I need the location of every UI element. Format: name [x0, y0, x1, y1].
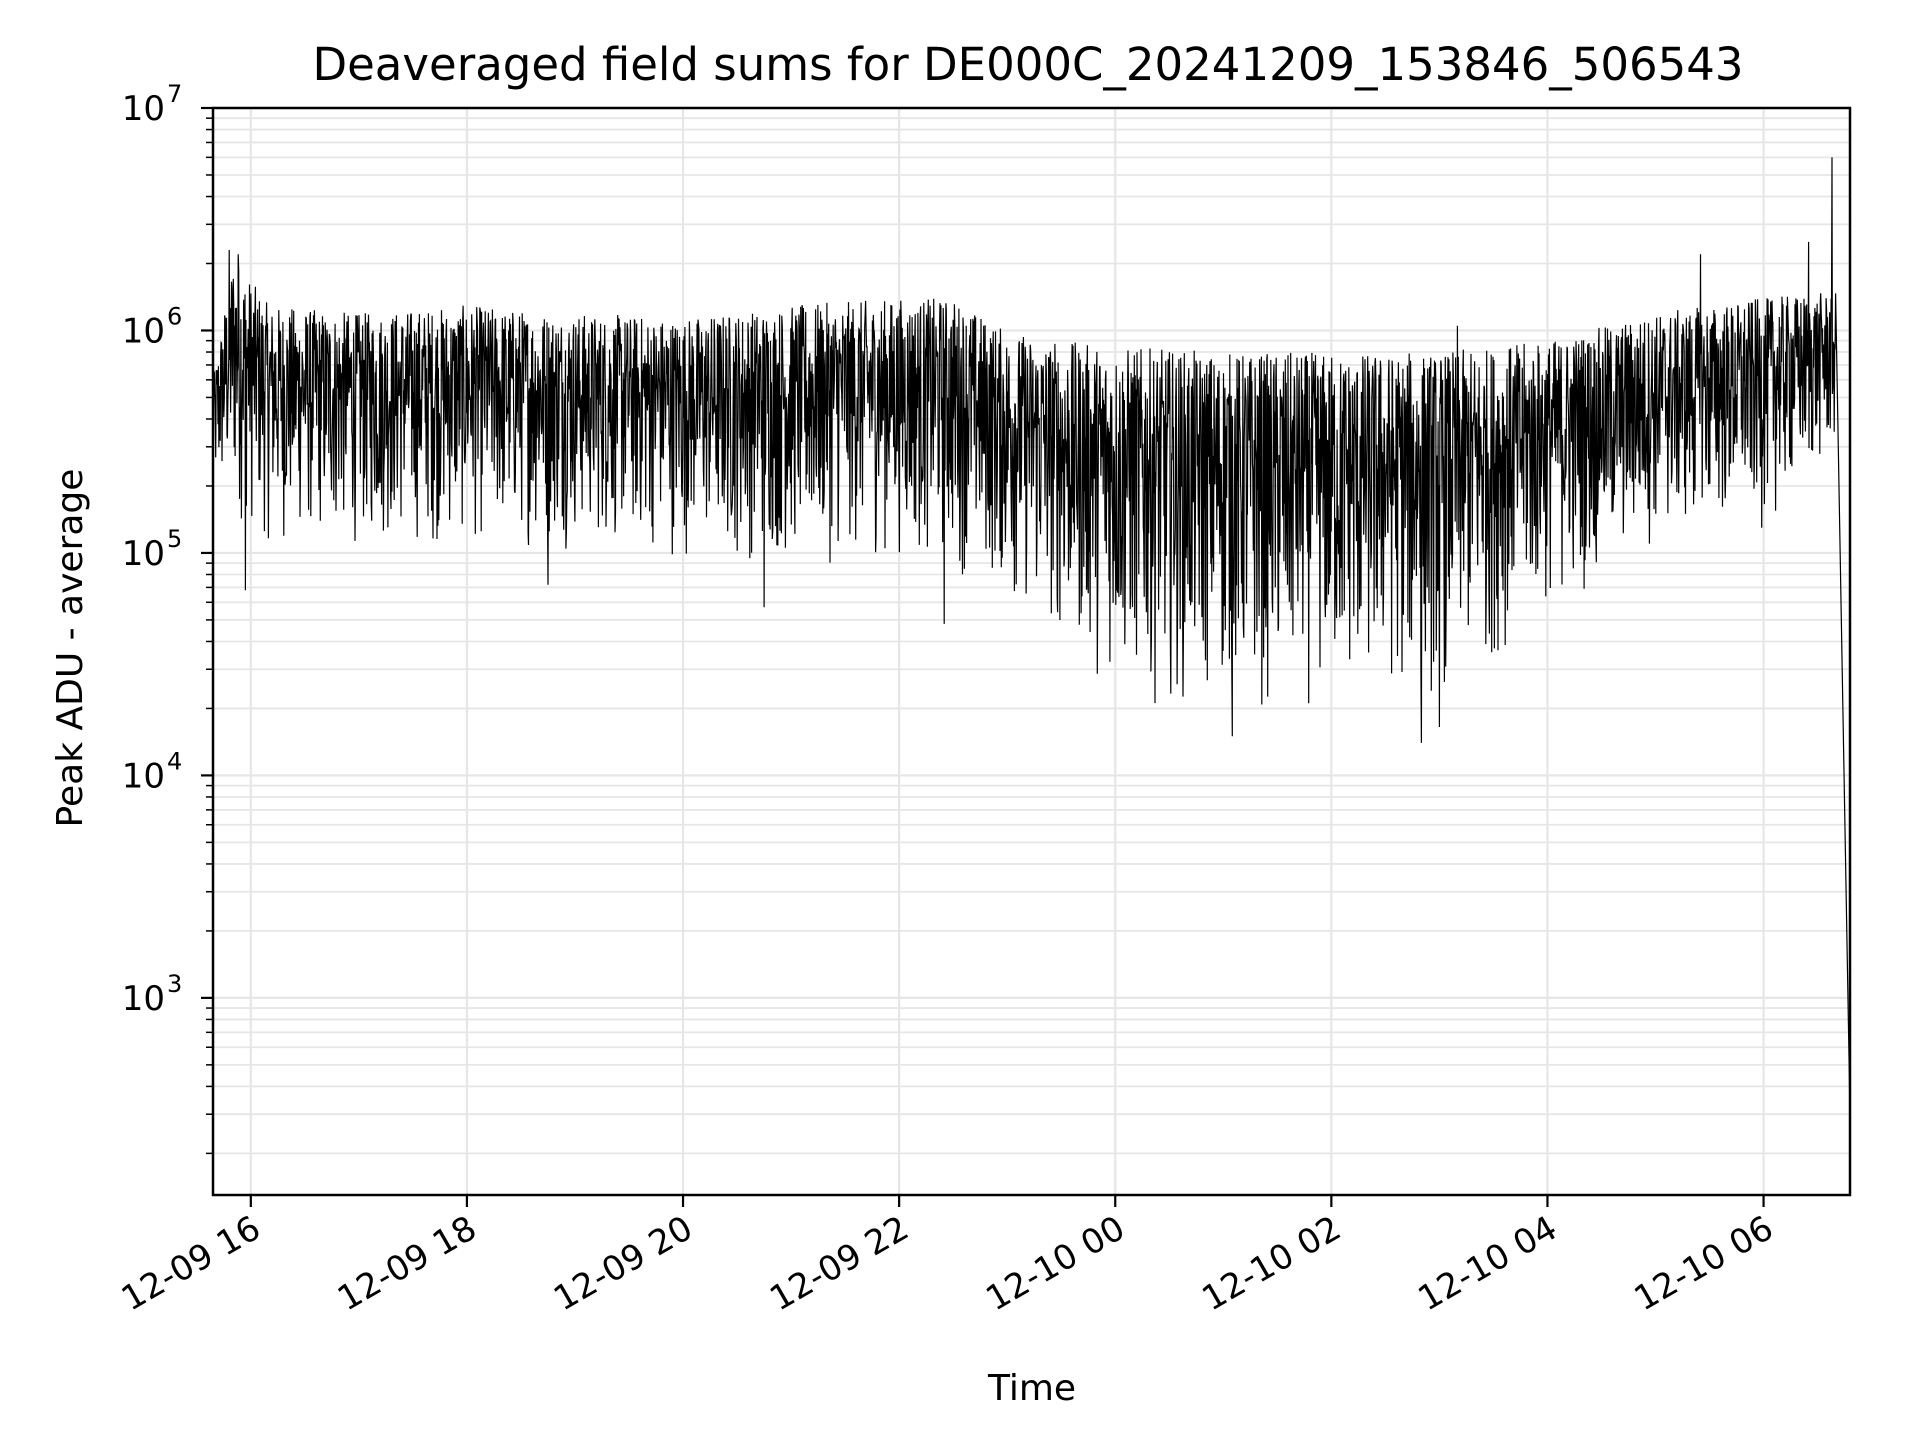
y-tick-label: 10	[122, 311, 165, 351]
x-tick-label: 12-10 04	[1412, 1208, 1564, 1319]
grid	[213, 108, 1850, 1195]
y-tick-exponent: 4	[167, 747, 182, 775]
x-tick-label: 12-09 16	[115, 1208, 267, 1319]
x-axis-label: Time	[987, 1368, 1076, 1409]
plot-frame	[211, 106, 1852, 1197]
y-tick-exponent: 6	[167, 302, 182, 330]
x-tick-label: 12-10 02	[1195, 1208, 1347, 1319]
y-tick-label: 10	[122, 756, 165, 796]
y-tick-label: 10	[122, 89, 165, 129]
x-tick-label: 12-09 22	[763, 1208, 915, 1319]
y-tick-label: 10	[122, 979, 165, 1019]
x-tick-label: 12-09 18	[331, 1208, 483, 1319]
y-tick-exponent: 5	[167, 525, 182, 553]
x-axis: 12-09 16 12-09 18 12-09 20 12-09 22 12-10 00…	[115, 1195, 1780, 1319]
chart-title: Deaveraged field sums for DE000C_2024120…	[312, 38, 1743, 91]
x-tick-label: 12-10 00	[979, 1208, 1131, 1319]
y-tick-label: 10	[122, 534, 165, 574]
x-tick-label: 12-09 20	[547, 1208, 699, 1319]
series-trace	[212, 157, 1851, 1115]
y-tick-exponent: 7	[167, 80, 182, 108]
y-tick-exponent: 3	[167, 970, 182, 998]
series-line	[212, 157, 1851, 1115]
x-tick-label: 12-10 06	[1628, 1208, 1780, 1319]
y-axis-label: Peak ADU - average	[50, 469, 91, 828]
